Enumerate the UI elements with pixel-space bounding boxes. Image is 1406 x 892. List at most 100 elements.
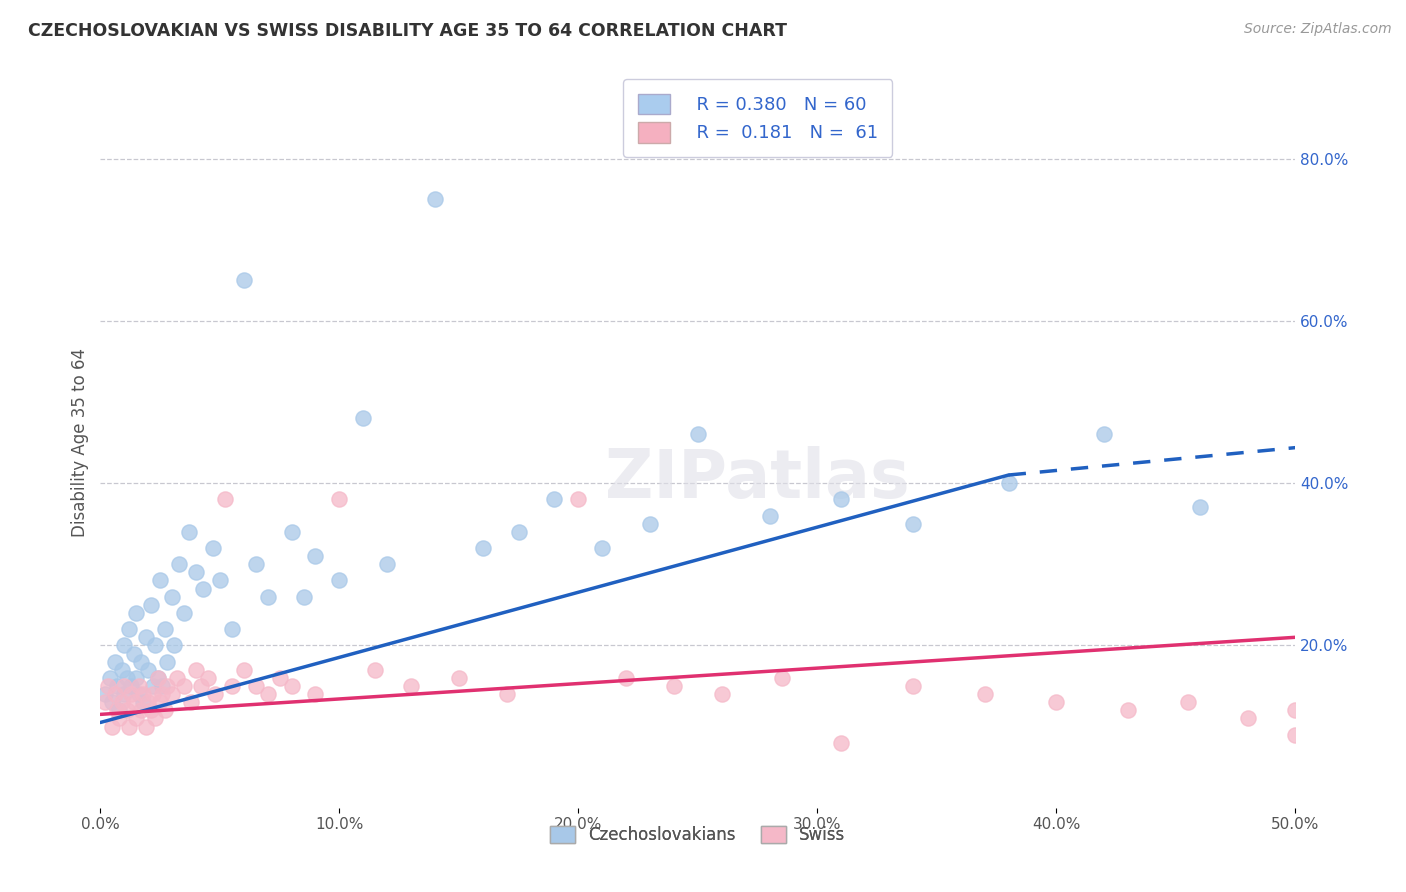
Point — [115, 703, 138, 717]
Point — [122, 695, 145, 709]
Text: Source: ZipAtlas.com: Source: ZipAtlas.com — [1244, 22, 1392, 37]
Y-axis label: Disability Age 35 to 64: Disability Age 35 to 64 — [72, 348, 89, 537]
Point — [1188, 500, 1211, 515]
Point — [120, 679, 142, 693]
Point — [614, 671, 637, 685]
Point — [447, 671, 470, 685]
Point — [153, 703, 176, 717]
Text: ZIPatlas: ZIPatlas — [606, 446, 910, 512]
Point — [128, 679, 150, 693]
Point — [232, 663, 254, 677]
Point — [143, 639, 166, 653]
Point — [197, 671, 219, 685]
Point — [567, 492, 589, 507]
Point — [184, 566, 207, 580]
Point — [662, 679, 685, 693]
Point — [901, 516, 924, 531]
Point — [166, 671, 188, 685]
Point — [204, 687, 226, 701]
Point — [108, 703, 131, 717]
Point — [364, 663, 387, 677]
Point — [591, 541, 613, 555]
Point — [132, 687, 155, 701]
Point — [118, 622, 141, 636]
Point — [758, 508, 780, 523]
Point — [214, 492, 236, 507]
Point — [122, 647, 145, 661]
Point — [167, 558, 190, 572]
Point — [269, 671, 291, 685]
Point — [94, 687, 117, 701]
Point — [328, 574, 350, 588]
Point — [132, 695, 155, 709]
Point — [256, 687, 278, 701]
Point — [111, 695, 134, 709]
Point — [111, 663, 134, 677]
Point — [770, 671, 793, 685]
Point — [135, 720, 157, 734]
Point — [1284, 728, 1306, 742]
Point — [177, 524, 200, 539]
Point — [191, 582, 214, 596]
Point — [108, 711, 131, 725]
Point — [201, 541, 224, 555]
Point — [1284, 703, 1306, 717]
Point — [184, 663, 207, 677]
Point — [304, 687, 326, 701]
Point — [280, 524, 302, 539]
Point — [98, 671, 121, 685]
Point — [495, 687, 517, 701]
Point — [375, 558, 398, 572]
Point — [105, 703, 128, 717]
Point — [139, 598, 162, 612]
Point — [143, 711, 166, 725]
Point — [120, 687, 142, 701]
Point — [399, 679, 422, 693]
Point — [997, 476, 1019, 491]
Point — [292, 590, 315, 604]
Point — [638, 516, 661, 531]
Point — [180, 695, 202, 709]
Point — [94, 695, 117, 709]
Point — [221, 679, 243, 693]
Point — [1092, 427, 1115, 442]
Point — [160, 687, 183, 701]
Point — [221, 622, 243, 636]
Point — [280, 679, 302, 693]
Point — [146, 671, 169, 685]
Point — [136, 663, 159, 677]
Point — [232, 273, 254, 287]
Point — [96, 679, 118, 693]
Point — [125, 711, 148, 725]
Point — [118, 720, 141, 734]
Point — [115, 671, 138, 685]
Point — [139, 703, 162, 717]
Point — [190, 679, 212, 693]
Point — [152, 679, 174, 693]
Text: CZECHOSLOVAKIAN VS SWISS DISABILITY AGE 35 TO 64 CORRELATION CHART: CZECHOSLOVAKIAN VS SWISS DISABILITY AGE … — [28, 22, 787, 40]
Point — [245, 679, 267, 693]
Point — [153, 622, 176, 636]
Point — [142, 687, 165, 701]
Point — [163, 639, 186, 653]
Point — [830, 492, 852, 507]
Point — [142, 679, 165, 693]
Point — [125, 606, 148, 620]
Point — [245, 558, 267, 572]
Point — [105, 679, 128, 693]
Point — [101, 695, 124, 709]
Point — [1236, 711, 1258, 725]
Point — [973, 687, 995, 701]
Point — [125, 671, 148, 685]
Point — [173, 606, 195, 620]
Point — [543, 492, 565, 507]
Point — [328, 492, 350, 507]
Point — [104, 655, 127, 669]
Point — [208, 574, 231, 588]
Point — [128, 687, 150, 701]
Point — [156, 679, 179, 693]
Point — [508, 524, 530, 539]
Point — [686, 427, 709, 442]
Point — [423, 192, 446, 206]
Point — [160, 590, 183, 604]
